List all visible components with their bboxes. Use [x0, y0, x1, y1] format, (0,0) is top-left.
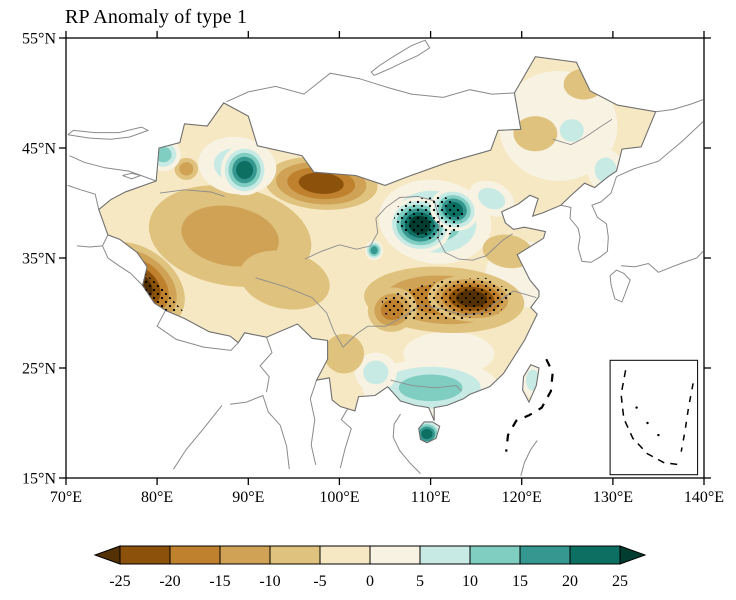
coastline — [609, 269, 631, 303]
y-tick-label: 15°N — [22, 471, 56, 488]
coastline — [230, 394, 290, 470]
map-plot-area — [67, 39, 704, 476]
anomaly-band — [559, 119, 584, 142]
inset-island-dot — [657, 433, 660, 437]
neighbor-coastlines — [67, 39, 704, 476]
coastline — [67, 126, 150, 140]
colorbar-tick-label: -10 — [259, 573, 280, 590]
colorbar-tick-label: -5 — [313, 573, 326, 590]
colorbar-tick-label: -25 — [109, 573, 130, 590]
coastline — [76, 234, 109, 248]
anomaly-band — [421, 428, 433, 440]
x-tick-label: 140°E — [684, 489, 724, 506]
x-tick-label: 90°E — [232, 489, 264, 506]
anomaly-band — [363, 360, 389, 385]
colorbar-tick-label: 25 — [612, 573, 628, 590]
x-tick-label: 110°E — [411, 489, 451, 506]
anomaly-band — [513, 116, 558, 152]
river — [159, 189, 225, 197]
coastline — [259, 337, 273, 393]
x-tick-label: 100°E — [319, 489, 359, 506]
coastline — [156, 310, 239, 351]
river — [552, 119, 613, 146]
china-outline — [98, 56, 657, 444]
dashed-boundary-line — [505, 358, 554, 452]
y-tick-label: 45°N — [22, 141, 56, 158]
colorbar-right-arrow — [619, 545, 647, 565]
y-tick-label: 55°N — [22, 31, 56, 48]
y-tick-label: 25°N — [22, 361, 56, 378]
colorbar: -25 -20 -15 -10 -5 0 5 10 15 20 25 — [93, 545, 647, 590]
colorbar-tick-label: 20 — [562, 573, 578, 590]
colorbar-tick-label: -15 — [209, 573, 230, 590]
figure-title: RP Anomaly of type 1 — [65, 6, 248, 28]
coastline — [655, 99, 704, 113]
coastline — [309, 379, 318, 465]
coastline — [370, 39, 431, 76]
colorbar-segment — [269, 545, 321, 565]
colorbar-tick-label: 10 — [462, 573, 478, 590]
coastline — [621, 251, 704, 273]
anomaly-band — [323, 333, 365, 374]
inset-frame — [609, 359, 699, 476]
anomaly-band — [478, 187, 506, 210]
inset-dashed-line — [620, 370, 681, 466]
coastline — [67, 184, 100, 210]
inset-island-dot — [635, 406, 638, 409]
colorbar-segment — [569, 545, 621, 565]
river — [390, 379, 462, 392]
colorbar-tick-label: 15 — [512, 573, 528, 590]
axes: 70°E 80°E 90°E 100°E 110°E 120°E 130°E 140°E 15°… — [22, 31, 724, 507]
anomaly-band — [370, 246, 378, 255]
coastline — [616, 121, 704, 178]
colorbar-segment — [419, 545, 471, 565]
coastline — [520, 440, 538, 476]
coastline — [173, 405, 223, 470]
stipple-region — [381, 277, 516, 321]
colorbar-tick-label: -20 — [159, 573, 180, 590]
x-tick-label: 70°E — [50, 489, 82, 506]
colorbar-tick-label: 0 — [366, 573, 374, 590]
anomaly-band — [239, 250, 330, 310]
coastline — [339, 408, 352, 469]
coastline — [102, 245, 143, 286]
colorbar-segment — [119, 545, 171, 565]
colorbar-segment — [519, 545, 571, 565]
colorbar-segment — [369, 545, 421, 565]
coastline — [226, 72, 515, 103]
colorbar-tick-label: 5 — [416, 573, 424, 590]
stipple-region — [394, 196, 466, 241]
colorbar-segment — [169, 545, 221, 565]
coastline — [392, 413, 421, 474]
anomaly-band — [181, 205, 279, 267]
anomaly-band — [298, 172, 344, 194]
anomaly-band — [179, 162, 194, 176]
coastline — [69, 155, 157, 182]
anomaly-band — [155, 146, 172, 163]
x-tick-label: 120°E — [502, 489, 542, 506]
colorbar-segment — [319, 545, 371, 565]
inset-box — [609, 359, 699, 476]
inset-island-dot — [646, 421, 649, 425]
y-tick-label: 35°N — [22, 251, 56, 268]
coastline — [560, 176, 617, 263]
anomaly-band — [236, 160, 254, 180]
colorbar-left-arrow — [93, 545, 121, 565]
river — [304, 195, 513, 261]
x-tick-label: 130°E — [593, 489, 633, 506]
x-tick-label: 80°E — [141, 489, 173, 506]
colorbar-segment — [219, 545, 271, 565]
colorbar-segment — [469, 545, 521, 565]
